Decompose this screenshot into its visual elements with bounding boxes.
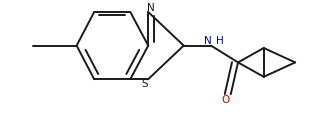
Text: N: N [204,36,212,46]
Text: S: S [142,79,149,89]
Text: N: N [147,3,154,13]
Text: O: O [221,95,230,105]
Text: H: H [216,36,224,46]
